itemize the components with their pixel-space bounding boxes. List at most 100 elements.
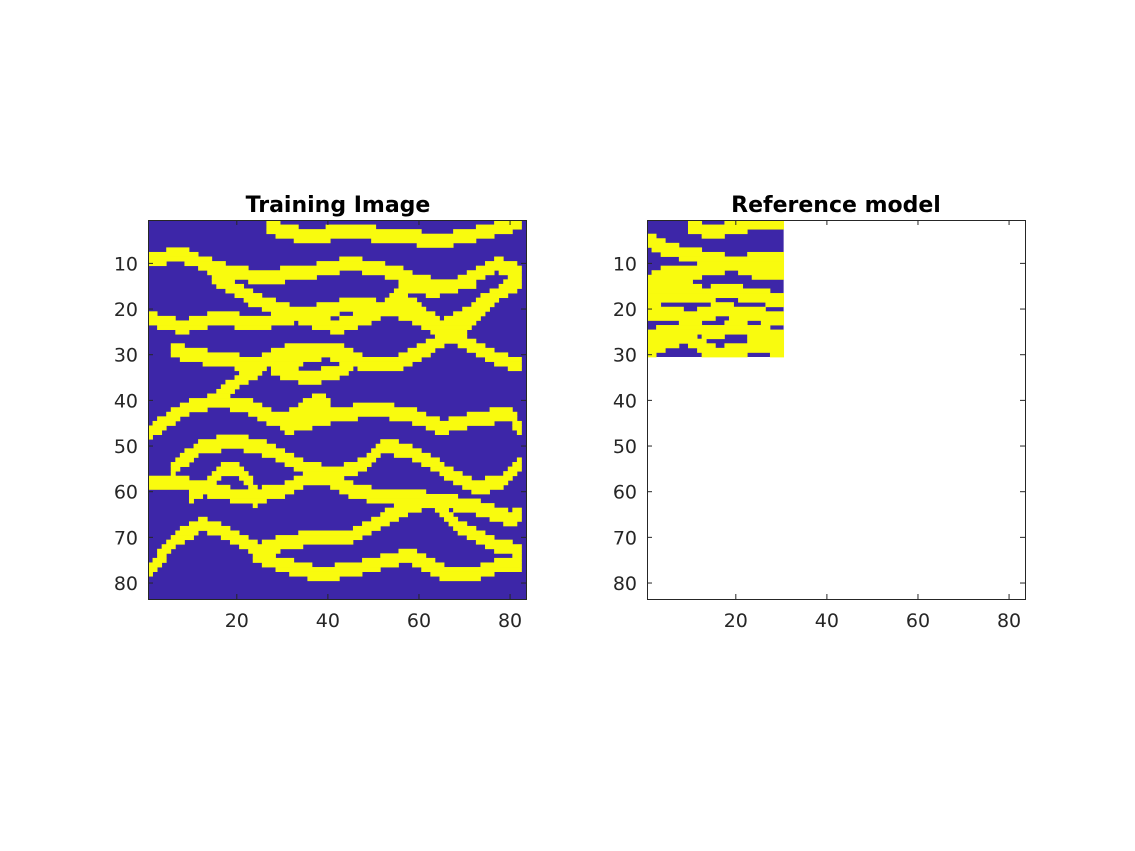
- training-image-ytick-label: 70: [114, 527, 138, 549]
- reference-model-cell-run: [747, 338, 785, 344]
- training-image-cell-run: [321, 366, 354, 372]
- reference-model-cell-run: [697, 306, 766, 312]
- training-image-cell-run: [239, 370, 263, 376]
- training-image-ytick-label: 30: [114, 345, 138, 367]
- training-image-cell-run: [503, 471, 518, 477]
- training-image-cell-run: [325, 224, 377, 230]
- training-image-cell-run: [398, 315, 440, 321]
- reference-model-cell-run: [647, 311, 785, 317]
- training-image-cell-run: [220, 462, 240, 467]
- reference-model-cell-run: [701, 334, 725, 340]
- training-image-cell-run: [148, 261, 167, 267]
- training-image-cell-run: [198, 516, 208, 522]
- reference-model-cell-run: [647, 329, 785, 335]
- training-image-cell-run: [275, 457, 304, 463]
- training-image-cell-run: [298, 530, 372, 536]
- reference-model-cell-run: [687, 224, 785, 230]
- reference-model-cell-run: [647, 343, 680, 349]
- training-image-cell-run: [457, 274, 486, 280]
- training-image-cell-run: [284, 343, 345, 349]
- training-image-cell-run: [457, 343, 486, 349]
- training-image-cell-run: [216, 283, 245, 289]
- training-image-cell-run: [457, 530, 486, 536]
- training-image-xtick-label: 60: [407, 610, 431, 632]
- reference-model-cell-run: [647, 283, 703, 289]
- training-image-cell-run: [234, 375, 258, 381]
- training-image-cell-run: [412, 562, 445, 568]
- training-image-cell-run: [393, 503, 495, 509]
- training-image-axes-box: [148, 220, 527, 600]
- training-image-cell-run: [157, 325, 208, 330]
- training-image-cell-run: [148, 256, 213, 262]
- training-image-cell-run: [444, 315, 481, 321]
- training-image-cell-run: [179, 525, 231, 531]
- training-image-cell-run: [166, 247, 190, 253]
- training-image-cell-run: [339, 315, 381, 321]
- training-image-cell-run: [298, 320, 372, 326]
- training-image-xtick-label: 40: [316, 610, 340, 632]
- training-image-cell-run: [416, 343, 445, 349]
- training-image-cell-run: [348, 493, 459, 499]
- training-image-cell-run: [462, 484, 504, 490]
- training-image-cell-run: [448, 521, 468, 527]
- reference-model-cell-run: [765, 302, 785, 308]
- training-image-cell-run: [148, 567, 158, 573]
- training-image-xtick-label: 20: [225, 610, 249, 632]
- training-image-cell-run: [503, 279, 522, 285]
- reference-model-cell-run: [651, 247, 703, 253]
- reference-model-cell-run: [647, 306, 684, 312]
- training-image-cell-run: [380, 553, 427, 559]
- training-image-cell-run: [421, 567, 522, 573]
- training-image-cell-run: [485, 544, 522, 550]
- reference-model-cell-run: [747, 334, 785, 340]
- training-image-cell-run: [393, 452, 431, 458]
- training-image-cell-run: [384, 507, 422, 513]
- training-image-cell-run: [462, 306, 490, 312]
- training-image-cell-run: [398, 279, 477, 285]
- reference-model-cell-run: [697, 261, 785, 267]
- training-image-cell-run: [188, 493, 204, 499]
- training-image-cell-run: [453, 507, 509, 513]
- training-image-cell-run: [412, 457, 440, 463]
- training-image-cell-run: [152, 557, 167, 563]
- training-image-cell-run: [362, 557, 436, 563]
- training-image-cell-run: [188, 398, 254, 404]
- reference-model-cells: [647, 220, 785, 358]
- training-image-cell-run: [384, 274, 431, 280]
- training-image-ytick-label: 50: [114, 436, 138, 458]
- training-image-cell-run: [516, 457, 522, 463]
- training-image-cell-run: [425, 293, 440, 299]
- training-image-cell-run: [248, 484, 258, 490]
- training-image-cell-run: [170, 343, 185, 349]
- reference-model-cell-run: [724, 220, 785, 225]
- reference-model-cell-run: [647, 338, 707, 344]
- training-image-cell-run: [229, 539, 258, 545]
- training-image-xtick-label: 80: [498, 610, 522, 632]
- training-image-cell-run: [275, 567, 381, 573]
- training-image-cell-run: [179, 356, 322, 362]
- training-image-cell-run: [489, 516, 522, 522]
- training-image-cell-run: [398, 352, 431, 358]
- training-image-cell-run: [175, 457, 194, 463]
- reference-model-cell-run: [710, 302, 734, 308]
- training-image-cell-run: [207, 311, 240, 317]
- training-image-cell-run: [512, 507, 522, 513]
- training-image-ytick-label: 60: [114, 482, 138, 504]
- training-image-cell-run: [289, 571, 363, 577]
- reference-model-xtick-label: 20: [724, 610, 748, 632]
- reference-model-cell-run: [647, 238, 666, 244]
- training-image-cell-run: [371, 448, 422, 454]
- reference-model-cell-run: [728, 315, 785, 321]
- training-image-cell-run: [266, 224, 299, 230]
- training-image-cell-run: [434, 430, 449, 436]
- training-image-cell-run: [316, 302, 422, 308]
- training-image-cell-run: [148, 320, 295, 326]
- training-image-cell-run: [152, 420, 176, 426]
- training-image-cell-run: [248, 411, 427, 417]
- reference-model-ytick-label: 80: [613, 573, 637, 595]
- training-image-cell-run: [148, 571, 153, 577]
- training-image-cell-run: [307, 576, 340, 582]
- training-image-cell-run: [289, 407, 418, 413]
- reference-model-cell-run: [687, 343, 716, 349]
- training-image-cell-run: [339, 361, 413, 367]
